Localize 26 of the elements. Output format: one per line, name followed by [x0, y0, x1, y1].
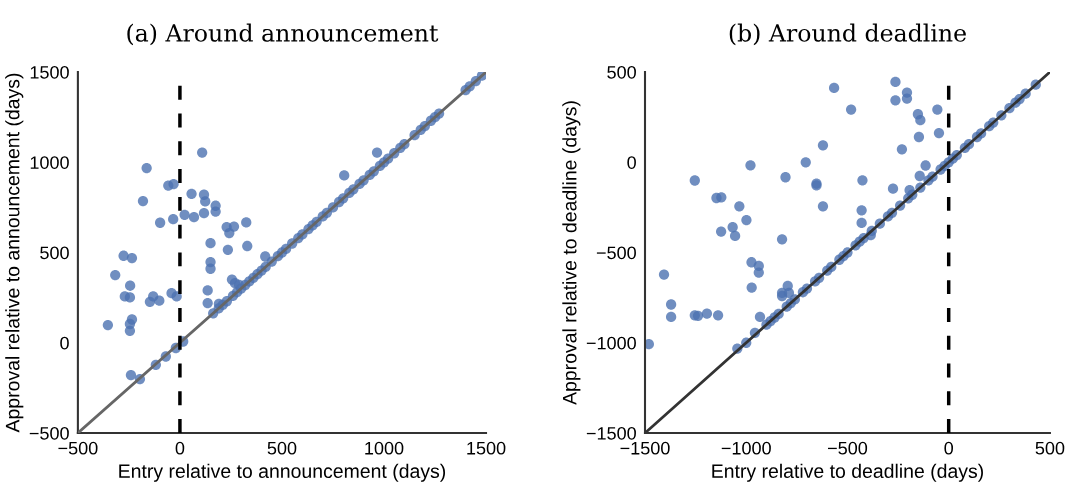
x-tick-label: −1000 [721, 441, 771, 455]
y-tick-label: −1500 [586, 426, 636, 440]
y-tick-label: −1000 [586, 336, 636, 350]
y-tick-label: 500 [40, 246, 69, 260]
x-tick-label: 500 [267, 441, 297, 455]
y-tick-label: −500 [29, 426, 69, 440]
y-tick-label: −500 [596, 246, 636, 260]
y-tick-label: 0 [627, 156, 636, 169]
x-tick-label: −1500 [620, 441, 670, 455]
y-tick-label: 0 [60, 336, 69, 350]
chart-title: (a) Around announcement [127, 23, 439, 46]
x-tick-label: 500 [1035, 441, 1065, 455]
x-tick-label: −500 [58, 441, 98, 455]
y-axis-title: Approval relative to announcement (days) [5, 73, 24, 433]
chart-title: (b) Around deadline [729, 23, 966, 46]
y-tick-label: 1000 [30, 156, 69, 169]
x-tick-label: 1000 [365, 441, 404, 455]
x-axis-title: Entry relative to deadline (days) [712, 463, 983, 482]
y-tick-label: 1500 [30, 65, 69, 79]
x-tick-label: −500 [828, 441, 868, 455]
x-tick-label: 0 [175, 441, 185, 455]
x-tick-label: 1500 [467, 441, 506, 455]
x-tick-label: 0 [944, 441, 954, 455]
y-axis-title: Approval relative to deadline (days) [562, 101, 581, 405]
y-tick-label: 500 [607, 65, 636, 79]
x-axis-title: Entry relative to announcement (days) [119, 463, 446, 482]
